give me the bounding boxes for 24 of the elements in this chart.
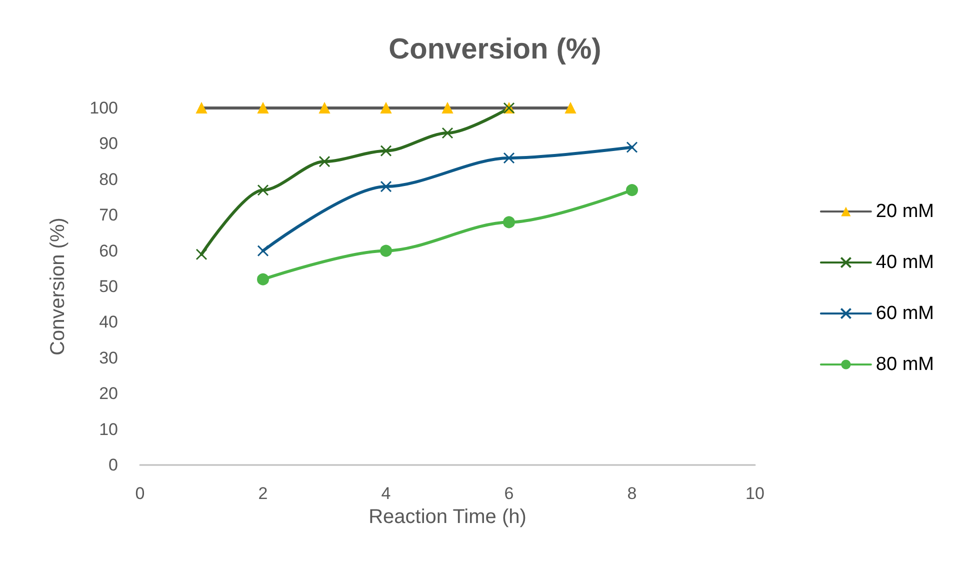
y-tick-label: 40 xyxy=(99,312,118,332)
y-tick-label: 80 xyxy=(99,170,118,189)
y-tick-label: 70 xyxy=(99,206,118,225)
y-tick-label: 30 xyxy=(99,348,118,368)
legend-label: 60 mM xyxy=(876,303,934,324)
x-tick-label: 6 xyxy=(504,484,514,503)
legend-label: 80 mM xyxy=(876,354,934,375)
x-tick-label: 4 xyxy=(381,484,391,503)
y-tick-label: 60 xyxy=(99,241,118,260)
x-tick-label: 0 xyxy=(135,484,145,503)
y-tick-label: 90 xyxy=(99,134,118,154)
y-tick-label: 20 xyxy=(99,384,118,404)
x-tick-label: 2 xyxy=(258,484,268,503)
x-axis-title: Reaction Time (h) xyxy=(368,506,526,528)
y-tick-label: 10 xyxy=(99,420,118,439)
legend-label: 20 mM xyxy=(876,201,934,222)
y-tick-label: 50 xyxy=(99,277,118,296)
x-tick-label: 10 xyxy=(746,484,764,503)
y-axis-title: Conversion (%) xyxy=(47,218,69,356)
legend-label: 40 mM xyxy=(876,252,934,273)
y-tick-label: 0 xyxy=(108,456,118,474)
y-tick-label: 100 xyxy=(90,98,118,118)
chart-title: Conversion (%) xyxy=(388,34,602,66)
x-tick-label: 8 xyxy=(627,484,637,503)
